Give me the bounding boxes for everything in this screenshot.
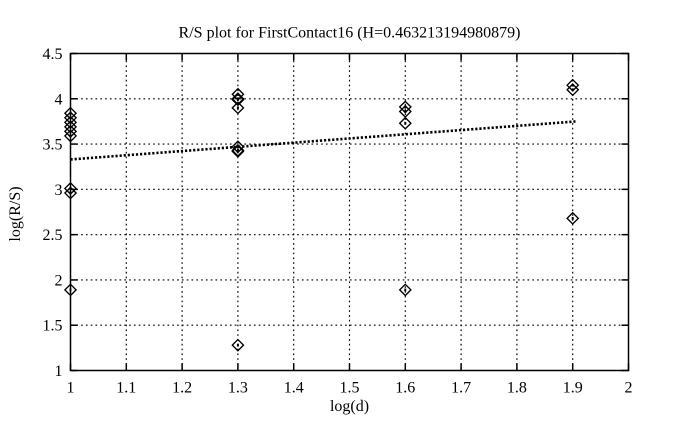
data-point-marker	[231, 144, 245, 158]
fit-line	[70, 120, 576, 161]
y-tick-label: 1	[55, 363, 63, 380]
x-tick-label: 1.1	[116, 380, 136, 397]
y-tick-label: 3.5	[43, 137, 63, 154]
y-tick-label: 1.5	[43, 318, 63, 335]
x-tick-label: 1.8	[507, 380, 527, 397]
x-tick-label: 1.2	[172, 380, 192, 397]
data-points	[63, 78, 580, 352]
y-tick-label: 4.5	[43, 46, 63, 63]
y-axis-label: log(R/S)	[7, 186, 24, 241]
data-point-marker	[63, 186, 78, 200]
data-point-marker	[63, 283, 78, 297]
y-tick-label: 4	[55, 91, 63, 108]
data-point-marker	[231, 93, 245, 107]
x-tick-label: 1.5	[340, 380, 360, 397]
data-point-marker	[566, 83, 580, 97]
x-tick-label: 1.3	[228, 380, 248, 397]
data-point-marker	[231, 338, 245, 352]
x-tick-label: 1.7	[451, 380, 471, 397]
y-tick-label: 2.5	[43, 227, 63, 244]
x-tick-labels: 1 1.1 1.2 1.3 1.4 1.5 1.6 1.7 1.8 1.9 2	[67, 380, 633, 397]
y-tick-labels: 1 1.5 2 2.5 3 3.5 4 4.5	[43, 46, 63, 380]
grid-lines	[71, 54, 628, 370]
chart-title: R/S plot for FirstContact16 (H=0.4632131…	[179, 25, 521, 42]
x-tick-label: 1.4	[284, 380, 304, 397]
data-point-marker	[231, 101, 245, 115]
y-tick-label: 2	[55, 272, 63, 289]
x-axis-label: log(d)	[330, 398, 369, 415]
data-point-marker	[398, 283, 412, 297]
data-point-marker	[63, 129, 78, 143]
x-tick-label: 1.6	[395, 380, 415, 397]
x-tick-label: 2	[625, 380, 633, 397]
plot-border	[69, 52, 630, 372]
x-tick-label: 1.9	[563, 380, 583, 397]
y-tick-label: 3	[55, 182, 63, 199]
x-tick-label: 1	[67, 380, 75, 397]
data-point-marker	[398, 116, 412, 130]
data-point-marker	[566, 211, 580, 225]
axis-tick-marks	[69, 52, 630, 372]
